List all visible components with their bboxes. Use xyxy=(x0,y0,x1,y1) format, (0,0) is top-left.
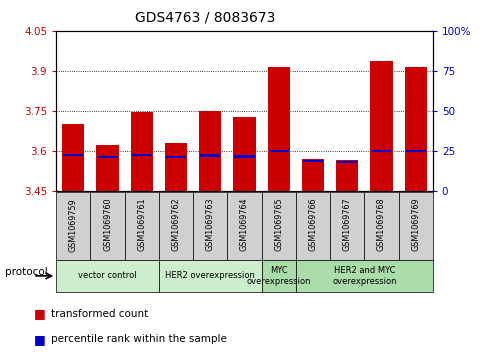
Bar xyxy=(303,160,322,162)
Text: GSM1069765: GSM1069765 xyxy=(274,198,283,252)
Bar xyxy=(295,192,329,260)
Bar xyxy=(62,124,84,191)
Bar xyxy=(295,260,432,292)
Text: vector control: vector control xyxy=(78,272,137,280)
Bar xyxy=(124,192,159,260)
Bar xyxy=(98,156,117,158)
Text: GSM1069766: GSM1069766 xyxy=(308,198,317,251)
Bar xyxy=(227,192,261,260)
Bar xyxy=(261,192,295,260)
Bar xyxy=(193,192,227,260)
Text: GSM1069768: GSM1069768 xyxy=(376,198,385,251)
Bar xyxy=(267,67,289,191)
Text: GSM1069763: GSM1069763 xyxy=(205,198,214,251)
Bar xyxy=(404,67,426,191)
Text: protocol: protocol xyxy=(5,267,47,277)
Bar xyxy=(56,192,90,260)
Text: GDS4763 / 8083673: GDS4763 / 8083673 xyxy=(135,11,275,25)
Bar xyxy=(63,154,83,156)
Bar xyxy=(199,111,221,191)
Bar xyxy=(164,143,187,191)
Bar xyxy=(261,260,295,292)
Bar xyxy=(369,61,392,191)
Bar xyxy=(301,159,324,191)
Bar xyxy=(337,161,356,163)
Bar xyxy=(364,192,398,260)
Bar xyxy=(96,145,119,191)
Text: ■: ■ xyxy=(34,307,46,321)
Text: ■: ■ xyxy=(34,333,46,346)
Text: HER2 overexpression: HER2 overexpression xyxy=(165,272,255,280)
Text: GSM1069769: GSM1069769 xyxy=(410,198,419,252)
Bar xyxy=(405,150,425,152)
Bar xyxy=(371,150,390,152)
Text: GSM1069759: GSM1069759 xyxy=(69,198,78,252)
Bar xyxy=(329,192,364,260)
Bar xyxy=(200,154,220,156)
Text: percentile rank within the sample: percentile rank within the sample xyxy=(51,334,227,344)
Text: MYC
overexpression: MYC overexpression xyxy=(246,266,310,286)
Bar xyxy=(90,192,124,260)
Bar xyxy=(234,155,254,158)
Bar xyxy=(335,160,358,191)
Text: GSM1069761: GSM1069761 xyxy=(137,198,146,251)
Bar xyxy=(268,150,288,152)
Text: transformed count: transformed count xyxy=(51,309,148,319)
Bar xyxy=(130,112,153,191)
Bar xyxy=(159,192,193,260)
Bar xyxy=(159,260,261,292)
Bar xyxy=(166,156,185,158)
Bar xyxy=(132,154,151,156)
Bar xyxy=(398,192,432,260)
Text: GSM1069760: GSM1069760 xyxy=(103,198,112,251)
Text: GSM1069767: GSM1069767 xyxy=(342,198,351,252)
Bar xyxy=(56,260,159,292)
Text: HER2 and MYC
overexpression: HER2 and MYC overexpression xyxy=(331,266,396,286)
Text: GSM1069764: GSM1069764 xyxy=(240,198,248,251)
Text: GSM1069762: GSM1069762 xyxy=(171,198,180,252)
Bar xyxy=(233,117,255,191)
